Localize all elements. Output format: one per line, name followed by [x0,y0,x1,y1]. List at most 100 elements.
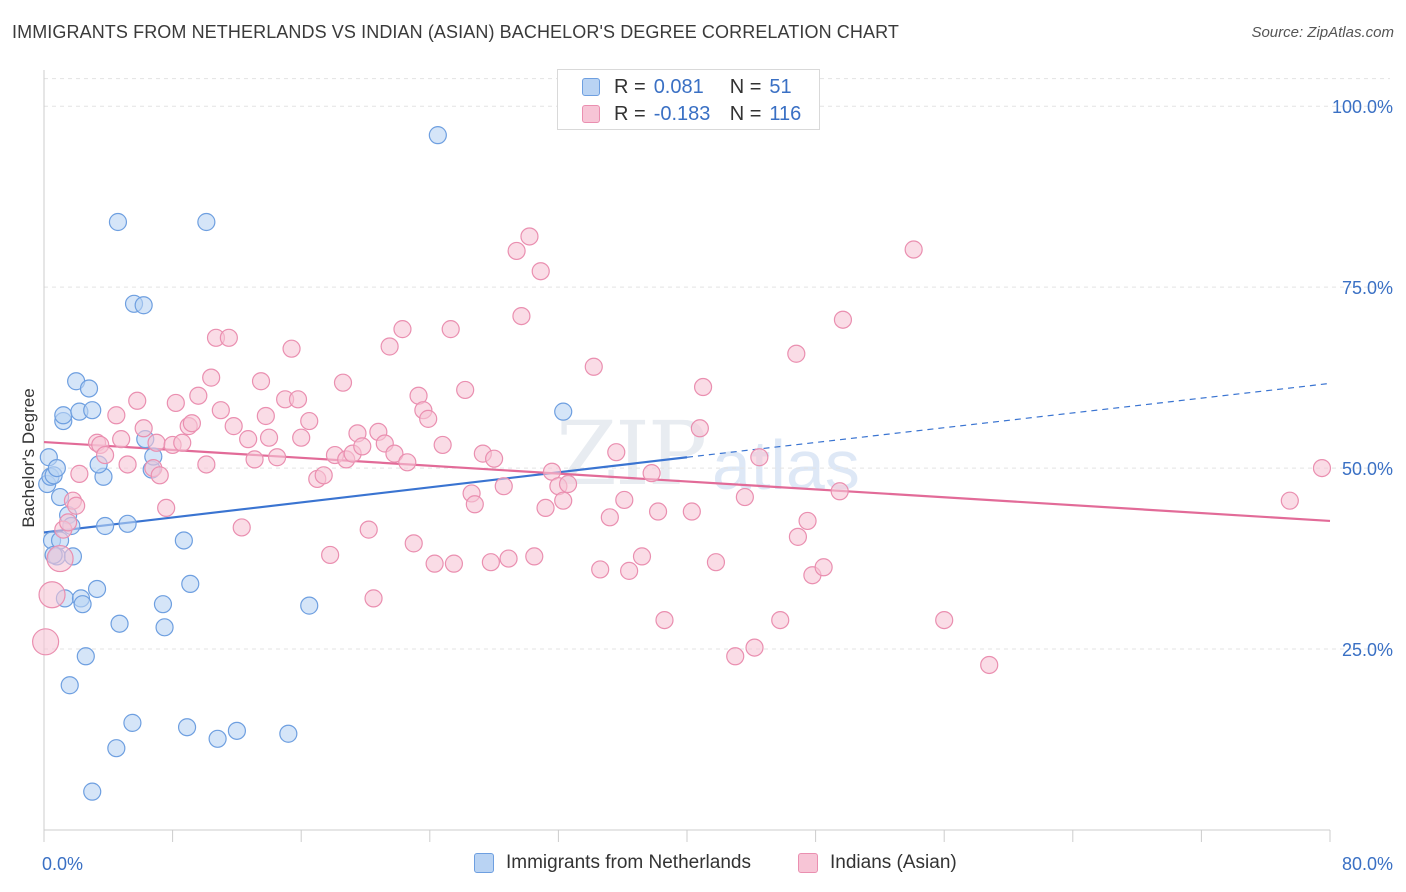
pink-data-point [600,508,619,527]
pink-data-point [224,417,243,436]
pink-data-point [607,443,626,462]
pink-data-point [189,386,208,405]
pink-data-point [433,435,452,455]
blue-data-point [95,516,115,536]
pink-data-point [380,337,399,356]
blue-data-point [87,579,107,599]
legend-swatch-pink [582,105,600,123]
blue-data-point [79,379,99,398]
legend-swatch-blue [582,78,600,96]
n-value: 116 [769,102,802,125]
blue-trend-extension [686,382,1331,458]
n-label: N = [729,75,762,98]
tick-labels: 25.0% 50.0% 75.0% 100.0% 0.0% 80.0% [42,97,1393,874]
blue-data-point [197,212,216,232]
y-axis-label: Bachelor's Degree [19,388,38,527]
pink-data-point [128,391,147,410]
pink-data-point [798,511,817,531]
pink-data-point [494,477,513,496]
pink-data-point [219,328,238,347]
pink-data-point [118,455,137,474]
blue-data-point [123,713,142,732]
pink-data-point [726,647,745,666]
pink-data-point [456,380,475,400]
pink-data-point [150,466,169,485]
data-points [32,126,1332,801]
pink-data-point [314,466,333,485]
pink-data-point [935,610,954,630]
r-label: R = [614,102,646,125]
n-label: N = [729,102,762,125]
pink-data-point [385,444,404,463]
watermark-zip: ZIP [556,402,707,505]
pink-data-point [465,495,484,514]
chart-source: Source: ZipAtlas.com [1251,24,1394,41]
pink-data-point [364,589,383,608]
pink-data-point [690,419,709,438]
pink-data-point [441,320,460,339]
pink-data-point [393,320,412,339]
pink-data-point [292,428,311,447]
blue-data-point [83,401,102,420]
blue-data-point [118,514,137,533]
stats-legend: R = 0.081 N = 51 R = -0.183 N = 116 [557,69,820,130]
pink-data-point [485,449,504,468]
pink-data-point [558,474,578,494]
pink-data-point [256,406,275,426]
blue-data-point [110,614,129,633]
pink-data-point [32,628,60,656]
pink-data-point [531,262,550,281]
blue-data-point [227,721,246,740]
pink-data-point [404,534,423,553]
y-tick-label: 50.0% [1342,459,1393,479]
blue-data-point [134,296,153,315]
pink-data-point [38,581,66,609]
pink-data-point [211,401,230,420]
legend-swatch-blue [474,853,494,873]
pink-data-point [232,518,251,537]
pink-data-point [444,554,464,573]
blue-data-point [208,729,227,748]
pink-data-point [202,368,221,387]
pink-data-point [1280,491,1299,510]
blue-data-point [174,531,193,550]
pink-data-point [499,549,518,568]
blue-data-point [279,724,298,743]
pink-data-point [787,344,806,363]
pink-data-point [95,445,115,465]
blue-data-point [107,739,126,758]
x-tick-label: 0.0% [42,854,83,874]
x-tick-label: 80.0% [1342,854,1393,874]
pink-data-point [147,433,166,452]
pink-data-point [182,414,201,433]
stats-legend-row-pink: R = -0.183 N = 116 [582,101,801,127]
pink-data-point [1312,458,1332,478]
y-tick-label: 100.0% [1332,97,1393,117]
pink-data-point [536,498,555,518]
legend-label-netherlands: Immigrants from Netherlands [506,852,751,873]
pink-data-point [353,437,372,456]
blue-data-point [83,782,102,801]
pink-data-point [693,377,713,397]
blue-data-point [73,595,92,614]
pink-data-point [642,464,661,483]
pink-data-point [554,491,573,510]
pink-data-point [584,357,603,376]
pink-data-point [288,390,308,409]
blue-data-point [153,595,173,614]
pink-data-point [359,520,378,539]
pink-data-point [814,558,833,577]
pink-data-point [197,455,216,474]
pink-data-point [157,498,176,518]
blue-data-point [108,212,128,232]
pink-data-point [419,409,438,428]
blue-data-point [155,618,174,637]
pink-data-point [267,448,287,467]
blue-data-point [60,676,79,695]
pink-data-point [251,372,271,391]
r-value: -0.183 [653,102,711,125]
legend-item-netherlands: Immigrants from Netherlands [474,852,751,874]
pink-data-point [788,527,808,546]
pink-data-point [745,638,764,657]
pink-data-point [67,496,86,515]
